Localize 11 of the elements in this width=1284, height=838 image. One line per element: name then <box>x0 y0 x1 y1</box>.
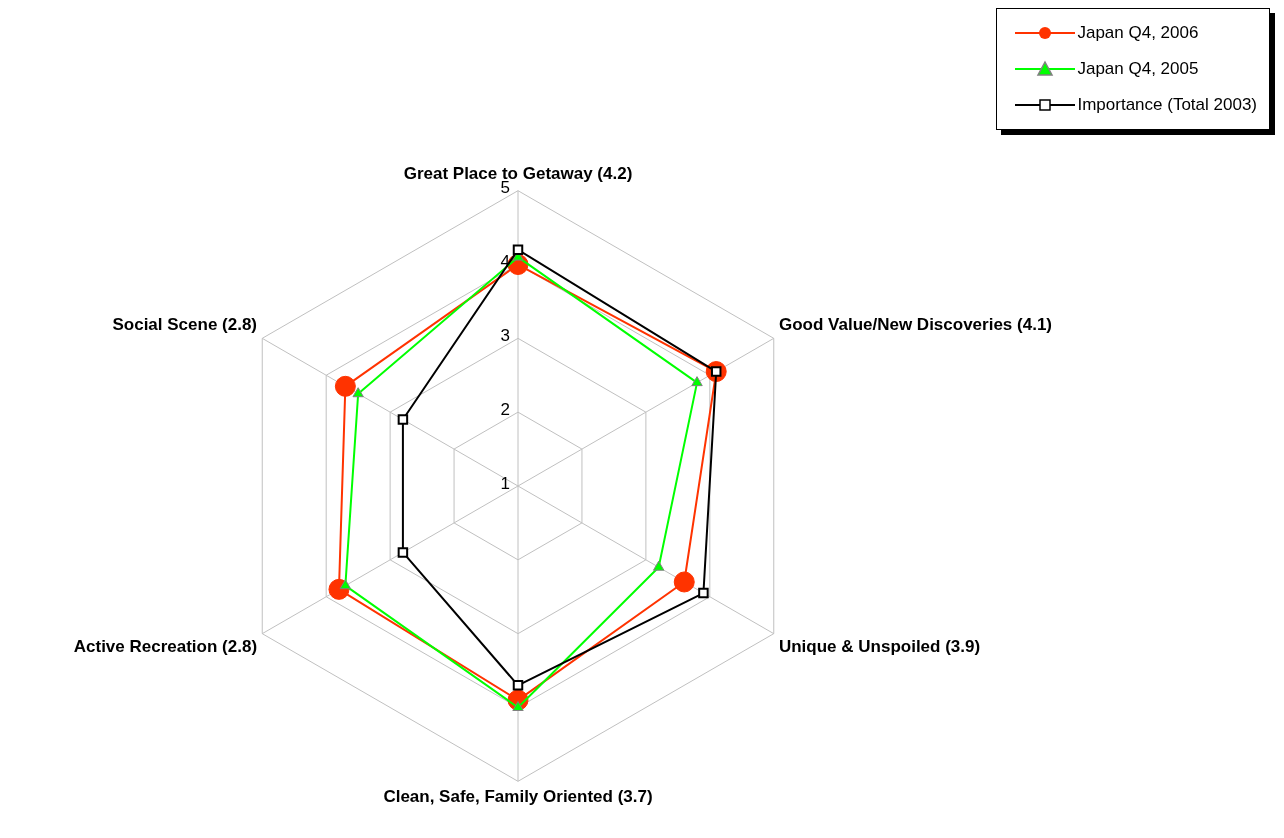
spoke-label: Good Value/New Discoveries (4.1) <box>778 314 1052 334</box>
spoke-label: Social Scene (2.8) <box>112 314 258 334</box>
y-tick-label: 2 <box>500 399 510 419</box>
legend-label: Japan Q4, 2006 <box>1077 23 1199 43</box>
spoke-label: Active Recreation (2.8) <box>73 636 258 656</box>
legend-label: Importance (Total 2003) <box>1077 95 1257 115</box>
y-tick-label: 3 <box>500 326 510 346</box>
spoke-label: Clean, Safe, Family Oriented (3.7) <box>383 787 653 807</box>
spoke-label: Unique & Unspoiled (3.9) <box>778 636 981 656</box>
y-tick-label: 1 <box>500 473 510 493</box>
legend-label: Japan Q4, 2005 <box>1077 59 1199 79</box>
